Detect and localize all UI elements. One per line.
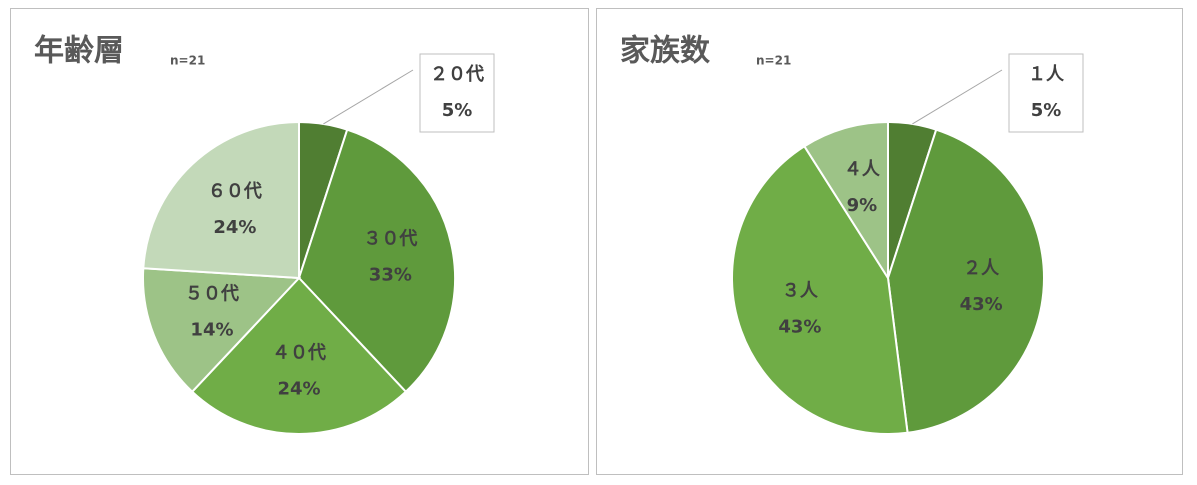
slice-category: ４人	[844, 159, 881, 180]
slice-value-label: 9%	[847, 195, 878, 216]
slice-value-label: 5%	[442, 100, 473, 121]
callout-box	[419, 53, 495, 133]
slice-category: ５０代	[185, 283, 239, 304]
chart-title: 家族数	[620, 34, 711, 69]
slice-category: ２０代	[430, 64, 484, 85]
slice-category: ２人	[963, 258, 1000, 279]
chart-title: 年齢層	[34, 34, 124, 69]
pie-slice	[142, 267, 302, 394]
slice-value-label: 24%	[277, 379, 320, 400]
pie-slice	[803, 120, 889, 282]
pie-slice	[297, 128, 456, 394]
pie-slice	[190, 276, 408, 435]
slice-category: ３人	[782, 281, 819, 302]
slice-value-label: 14%	[190, 319, 233, 340]
pie-slice	[731, 144, 909, 435]
slice-category: ６０代	[208, 181, 262, 202]
slice-category: １人	[1028, 64, 1065, 85]
leader-line	[323, 69, 414, 125]
slice-value-label: 33%	[369, 265, 412, 286]
leader-line	[912, 69, 1003, 125]
pie-slice	[886, 128, 1045, 434]
chart-subtitle: n=21	[170, 54, 205, 68]
slice-value-label: 43%	[778, 317, 821, 338]
callout-box	[1008, 53, 1084, 133]
slice-category: ３０代	[363, 229, 417, 250]
chart-subtitle: n=21	[756, 54, 791, 68]
slice-value-label: 5%	[1031, 100, 1062, 121]
slice-value-label: 43%	[960, 294, 1003, 315]
pie-slice	[142, 120, 300, 280]
slice-category: ４０代	[272, 343, 326, 364]
slice-value-label: 24%	[213, 217, 256, 238]
